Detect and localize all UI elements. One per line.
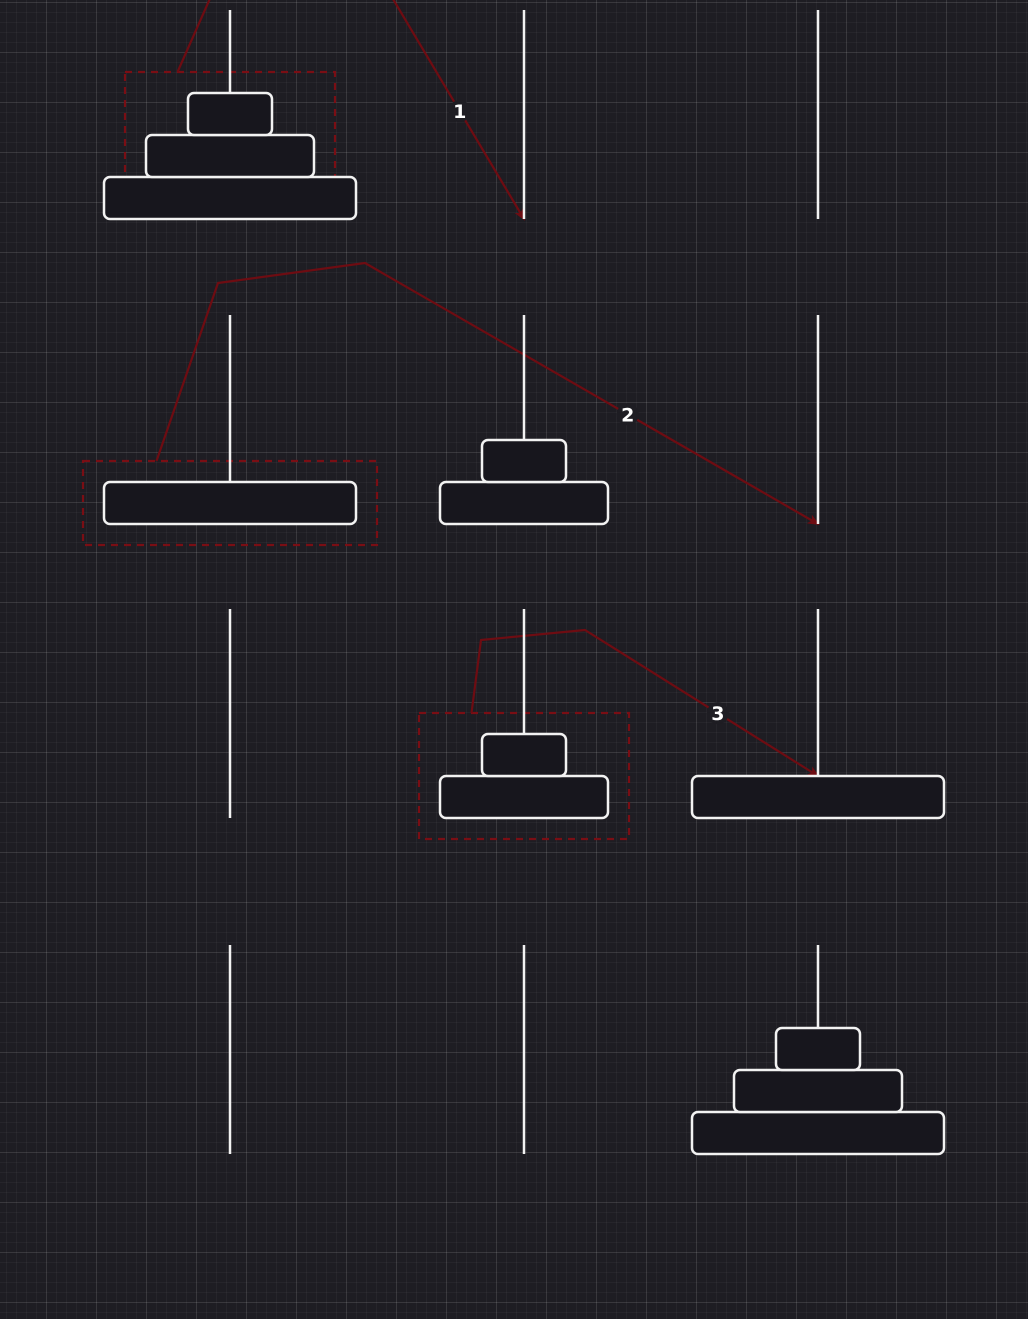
disk-size-2 bbox=[732, 1068, 904, 1114]
move-2-label: 2 bbox=[621, 404, 634, 426]
disk-size-1 bbox=[480, 438, 568, 484]
disk-size-3 bbox=[102, 480, 358, 526]
disk-layer bbox=[102, 91, 946, 1156]
disk-size-2 bbox=[438, 774, 610, 820]
move-3-label-bg bbox=[706, 702, 729, 725]
move-1-label-bg bbox=[448, 100, 471, 122]
move-3-label: 3 bbox=[711, 703, 724, 725]
move-1-label: 1 bbox=[453, 101, 466, 123]
disk-size-2 bbox=[438, 480, 610, 526]
move-3-arrow bbox=[470, 628, 820, 778]
disk-size-2 bbox=[144, 133, 316, 179]
disk-size-3 bbox=[102, 175, 358, 221]
disk-size-1 bbox=[774, 1026, 862, 1072]
move-2-label-bg bbox=[616, 403, 639, 426]
disk-size-1 bbox=[480, 732, 568, 778]
disk-size-3 bbox=[690, 774, 946, 820]
label-layer: 1 2 3 bbox=[448, 100, 729, 725]
disk-size-1 bbox=[186, 91, 274, 137]
disk-size-3 bbox=[690, 1110, 946, 1156]
move-2-arrow bbox=[155, 261, 820, 525]
